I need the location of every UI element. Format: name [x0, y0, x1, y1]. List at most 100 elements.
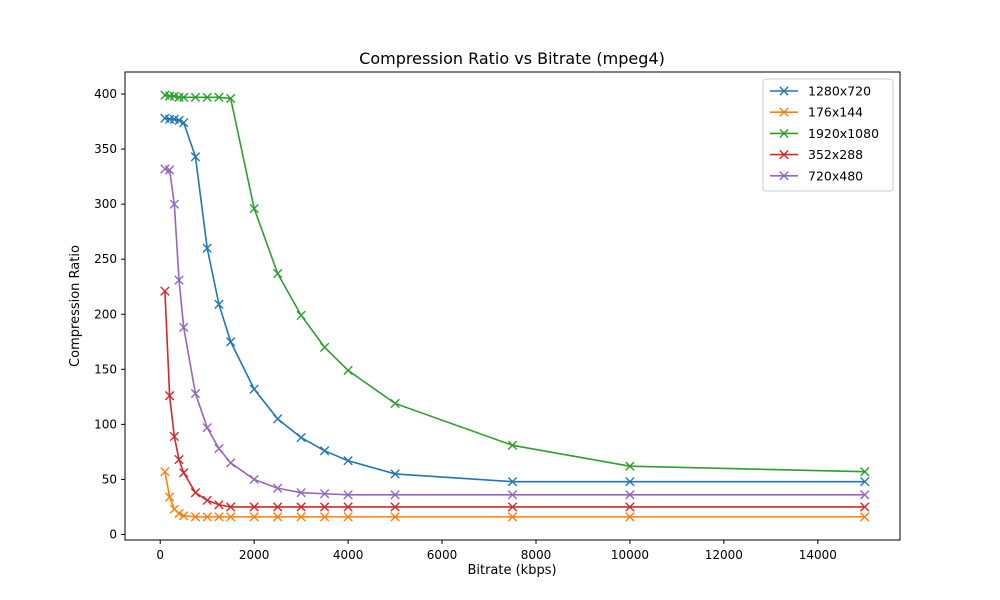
- data-point: [214, 443, 224, 454]
- x-tick-label: 12000: [705, 548, 743, 562]
- data-point: [319, 489, 330, 499]
- data-point: [164, 165, 175, 175]
- data-point: [190, 92, 201, 103]
- legend-label: 176x144: [808, 105, 863, 120]
- x-axis: 0 2000 4000 6000 8000 10000 12000 14000: [156, 540, 837, 562]
- legend-item: 720x480: [770, 168, 863, 183]
- data-point: [625, 476, 635, 487]
- data-point: [214, 299, 224, 310]
- legend-marker: [779, 107, 789, 117]
- data-point: [190, 388, 201, 399]
- data-point: [343, 365, 353, 376]
- data-point: [249, 502, 259, 512]
- data-point: [179, 511, 189, 521]
- legend-item: 352x288: [770, 147, 863, 162]
- data-point: [296, 310, 306, 321]
- x-tick-label: 6000: [427, 548, 458, 562]
- y-tick-label: 250: [94, 252, 117, 266]
- data-point: [296, 432, 306, 443]
- legend-box: [762, 78, 894, 192]
- data-point: [190, 512, 201, 522]
- data-point: [625, 502, 635, 512]
- data-point: [202, 243, 212, 253]
- data-point: [202, 422, 212, 433]
- data-point: [860, 512, 870, 522]
- data-point: [319, 502, 330, 512]
- y-tick-label: 150: [94, 362, 117, 376]
- y-tick-label: 100: [94, 417, 117, 431]
- y-tick-label: 300: [94, 197, 117, 211]
- data-point: [272, 414, 283, 424]
- data-point: [507, 502, 518, 512]
- data-point: [179, 117, 189, 128]
- data-point: [860, 476, 870, 487]
- data-point: [225, 337, 236, 347]
- y-axis: 0 50 100 150 200 250 300 350 400: [94, 87, 125, 541]
- data-point: [190, 152, 201, 162]
- data-point: [272, 512, 283, 522]
- y-tick-label: 350: [94, 142, 117, 156]
- data-point: [343, 502, 353, 512]
- legend-item: 1920x1080: [770, 126, 879, 141]
- data-point: [272, 268, 283, 279]
- data-point: [225, 502, 236, 512]
- legend-marker: [779, 128, 789, 139]
- x-tick-label: 0: [156, 548, 164, 562]
- data-point: [179, 322, 189, 333]
- y-tick-label: 200: [94, 307, 117, 321]
- data-point: [169, 431, 180, 442]
- x-tick-label: 10000: [611, 548, 649, 562]
- data-point: [343, 456, 353, 466]
- plot-area: [160, 90, 870, 522]
- data-point: [174, 454, 184, 465]
- series-line: [164, 291, 865, 508]
- data-point: [296, 512, 306, 522]
- series-1920x1080: [160, 90, 870, 477]
- series-720x480: [160, 164, 870, 500]
- series-line: [164, 168, 865, 496]
- data-point: [179, 468, 189, 478]
- data-point: [249, 384, 259, 394]
- data-point: [507, 512, 518, 522]
- series-352x288: [160, 286, 870, 512]
- data-point: [390, 398, 400, 409]
- x-tick-label: 2000: [239, 548, 270, 562]
- data-point: [860, 490, 870, 500]
- data-point: [174, 115, 184, 126]
- x-tick-label: 8000: [521, 548, 552, 562]
- legend-label: 352x288: [808, 147, 863, 162]
- data-point: [625, 461, 635, 471]
- data-point: [174, 508, 184, 519]
- data-point: [390, 502, 400, 512]
- data-point: [202, 92, 212, 103]
- plot-frame: [124, 71, 901, 541]
- data-point: [343, 512, 353, 522]
- legend: 1280x720 176x144 1920x1080 352x288 720x480: [762, 78, 894, 192]
- x-tick-label: 4000: [333, 548, 364, 562]
- data-point: [272, 483, 283, 493]
- data-point: [319, 512, 330, 522]
- data-point: [190, 487, 201, 498]
- data-point: [507, 440, 518, 450]
- legend-label: 1920x1080: [808, 126, 879, 141]
- data-point: [160, 467, 170, 477]
- x-axis-label: Bitrate (kbps): [467, 563, 556, 578]
- data-point: [249, 203, 259, 214]
- data-point: [225, 93, 236, 104]
- legend-item: 176x144: [770, 105, 863, 120]
- y-tick-label: 50: [102, 472, 117, 486]
- legend-marker: [779, 171, 789, 181]
- legend-label: 720x480: [808, 168, 863, 183]
- series-line: [164, 94, 865, 473]
- data-point: [164, 391, 175, 401]
- data-point: [174, 275, 184, 285]
- data-point: [225, 458, 236, 468]
- data-point: [319, 446, 330, 456]
- data-point: [296, 502, 306, 512]
- data-point: [860, 467, 870, 477]
- y-axis-label: Compression Ratio: [68, 245, 83, 367]
- data-point: [214, 92, 224, 103]
- legend-label: 1280x720: [808, 84, 871, 99]
- y-tick-label: 0: [109, 527, 117, 541]
- data-point: [214, 512, 224, 522]
